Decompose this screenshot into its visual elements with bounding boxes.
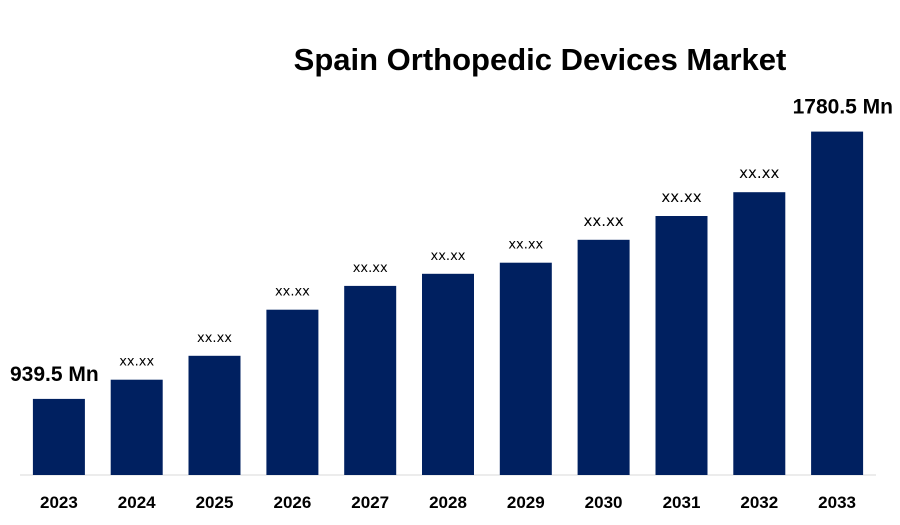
x-tick-label-2029: 2029 — [507, 493, 545, 512]
data-label-2029: xx.xx — [508, 238, 543, 253]
bar-2024 — [110, 379, 163, 475]
bar-2029 — [499, 262, 552, 475]
x-tick-label-2032: 2032 — [740, 493, 778, 512]
bar-2027 — [344, 285, 397, 475]
x-tick-label-2027: 2027 — [351, 493, 389, 512]
chart-title: Spain Orthopedic Devices Market — [294, 42, 787, 77]
x-tick-label-2028: 2028 — [429, 493, 467, 512]
bar-2032 — [733, 192, 786, 475]
x-tick-labels-group: 2023 2024 2025 2026 2027 2028 2029 2030 2031 2032… — [40, 493, 856, 512]
data-label-2024: xx.xx — [119, 355, 154, 370]
data-label-2027: xx.xx — [353, 261, 388, 276]
data-label-2025: xx.xx — [197, 331, 232, 346]
bars-group — [32, 131, 864, 475]
data-label-2031: xx.xx — [661, 188, 701, 206]
data-label-2023: 939.5 Mn — [10, 363, 99, 386]
bar-2028 — [422, 273, 474, 475]
x-tick-label-2023: 2023 — [40, 493, 78, 512]
data-labels-group: 939.5 Mn xx.xx xx.xx xx.xx xx.xx xx.xx xx.xx xx… — [10, 96, 893, 386]
x-tick-label-2033: 2033 — [818, 493, 856, 512]
bar-2030 — [577, 239, 630, 475]
bar-2033 — [811, 131, 864, 475]
data-label-2028: xx.xx — [431, 249, 466, 264]
x-tick-label-2025: 2025 — [196, 493, 234, 512]
bar-2025 — [188, 355, 241, 475]
x-tick-label-2026: 2026 — [273, 493, 311, 512]
bar-2031 — [655, 216, 708, 475]
data-label-2026: xx.xx — [275, 285, 310, 300]
bar-2023 — [32, 398, 85, 475]
x-tick-label-2031: 2031 — [663, 493, 701, 512]
data-label-2032: xx.xx — [739, 164, 779, 182]
x-tick-label-2024: 2024 — [118, 493, 156, 512]
bar-2026 — [266, 309, 319, 475]
data-label-2030: xx.xx — [583, 212, 623, 230]
data-label-2033: 1780.5 Mn — [793, 96, 893, 119]
x-tick-label-2030: 2030 — [585, 493, 623, 512]
